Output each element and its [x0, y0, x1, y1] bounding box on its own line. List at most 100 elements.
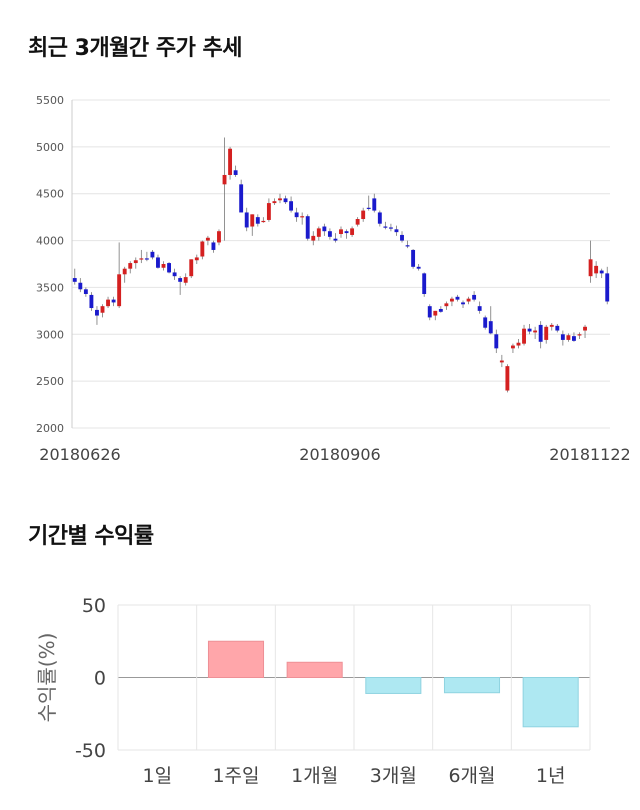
price-y-tick: 5500 — [36, 94, 64, 107]
candle-body — [355, 219, 360, 225]
candle-body — [522, 328, 526, 344]
candle-body — [594, 265, 599, 274]
candle-body — [189, 259, 194, 277]
candle-body — [555, 325, 560, 331]
candle-body — [239, 184, 244, 213]
returns-bar — [522, 677, 579, 728]
candle-body — [510, 345, 515, 349]
returns-y-tick: 50 — [82, 595, 106, 617]
price-y-tick: 4500 — [36, 188, 64, 201]
candle-body — [305, 216, 310, 239]
candle-body — [327, 231, 332, 237]
candle-body — [466, 298, 471, 302]
candle-body — [228, 148, 233, 175]
candle-body — [505, 366, 510, 391]
returns-x-tick: 1주일 — [212, 765, 259, 787]
candle-body — [333, 238, 338, 241]
returns-grid — [117, 604, 591, 751]
candle-body — [599, 270, 604, 274]
candles — [72, 137, 610, 393]
candle-body — [217, 231, 221, 243]
candle-body — [233, 170, 238, 175]
candle-body — [150, 251, 155, 258]
candle-body — [350, 228, 355, 235]
candle-body — [139, 258, 144, 260]
candle-body — [583, 326, 587, 331]
candle-body — [605, 273, 610, 302]
candle-body — [200, 241, 205, 257]
candle-body — [366, 207, 371, 209]
candle-body — [156, 257, 160, 268]
candle-body — [294, 212, 299, 218]
returns-bar — [207, 640, 265, 678]
candle-body — [394, 229, 399, 233]
candle-body — [549, 324, 554, 327]
candle-body — [538, 324, 543, 342]
candle-body — [172, 272, 177, 277]
candle-body — [133, 260, 138, 264]
candle-body — [89, 294, 94, 309]
price-y-tick: 5000 — [36, 141, 64, 154]
candle-body — [372, 198, 377, 211]
returns-y-tick: 0 — [94, 668, 106, 690]
candle-body — [560, 334, 565, 340]
candle-body — [222, 174, 227, 185]
candle-body — [516, 342, 521, 346]
returns-bar — [443, 677, 501, 694]
returns-bar — [365, 677, 422, 694]
candle-body — [167, 263, 172, 273]
price-y-tick: 3500 — [36, 281, 64, 294]
candle-body — [566, 335, 571, 340]
candle-body — [377, 212, 382, 224]
returns-bars — [207, 640, 579, 728]
candle-body — [488, 321, 493, 334]
candle-body — [449, 298, 454, 302]
candle-body — [494, 334, 499, 349]
candle-body — [405, 245, 410, 247]
candle-body — [416, 266, 421, 269]
candle-body — [95, 309, 99, 316]
price-x-tick: 20180906 — [299, 445, 380, 464]
candle-body — [588, 259, 593, 277]
returns-y-tick: -50 — [75, 740, 106, 762]
candle-body — [400, 234, 404, 241]
candle-body — [533, 330, 538, 333]
returns-x-tick: 6개월 — [448, 765, 495, 787]
candlestick-chart: 5500 5000 4500 4000 3500 3000 2500 2000 2018062… — [36, 94, 631, 464]
candle-body — [344, 231, 349, 234]
candle-body — [194, 257, 199, 261]
price-x-axis: 20180626 20180906 20181122 — [39, 445, 630, 464]
returns-y-axis-label: 수익률(%) — [35, 633, 59, 723]
candle-body — [483, 317, 488, 328]
candle-body — [100, 306, 105, 313]
candle-body — [244, 212, 249, 228]
candle-body — [72, 278, 77, 282]
candle-body — [78, 282, 83, 290]
candle-body — [455, 296, 460, 300]
candle-body — [444, 303, 449, 307]
returns-x-tick: 3개월 — [370, 765, 417, 787]
returns-x-tick: 1개월 — [291, 765, 338, 787]
candle-body — [283, 198, 288, 203]
candle-body — [572, 336, 576, 341]
candle-body — [383, 226, 388, 228]
returns-x-tick: 1일 — [143, 765, 173, 787]
candle-body — [461, 302, 465, 305]
candle-body — [205, 237, 210, 241]
returns-y-axis: 50 0 -50 — [75, 595, 106, 762]
price-x-tick: 20180626 — [39, 445, 120, 464]
candle-body — [472, 294, 477, 300]
candle-body — [388, 227, 393, 229]
candle-body — [411, 249, 416, 267]
price-y-tick: 2500 — [36, 375, 64, 388]
candle-body — [339, 229, 343, 235]
price-y-tick: 2000 — [36, 422, 64, 435]
candle-body — [316, 228, 321, 237]
price-trend-title: 최근 3개월간 주가 추세 — [28, 36, 242, 61]
candle-body — [83, 289, 88, 294]
candle-body — [211, 242, 216, 250]
candle-body — [499, 360, 504, 363]
candle-body — [477, 306, 482, 311]
returns-x-axis: 1일 1주일 1개월 3개월 6개월 1년 — [143, 765, 566, 787]
candle-body — [322, 226, 327, 232]
